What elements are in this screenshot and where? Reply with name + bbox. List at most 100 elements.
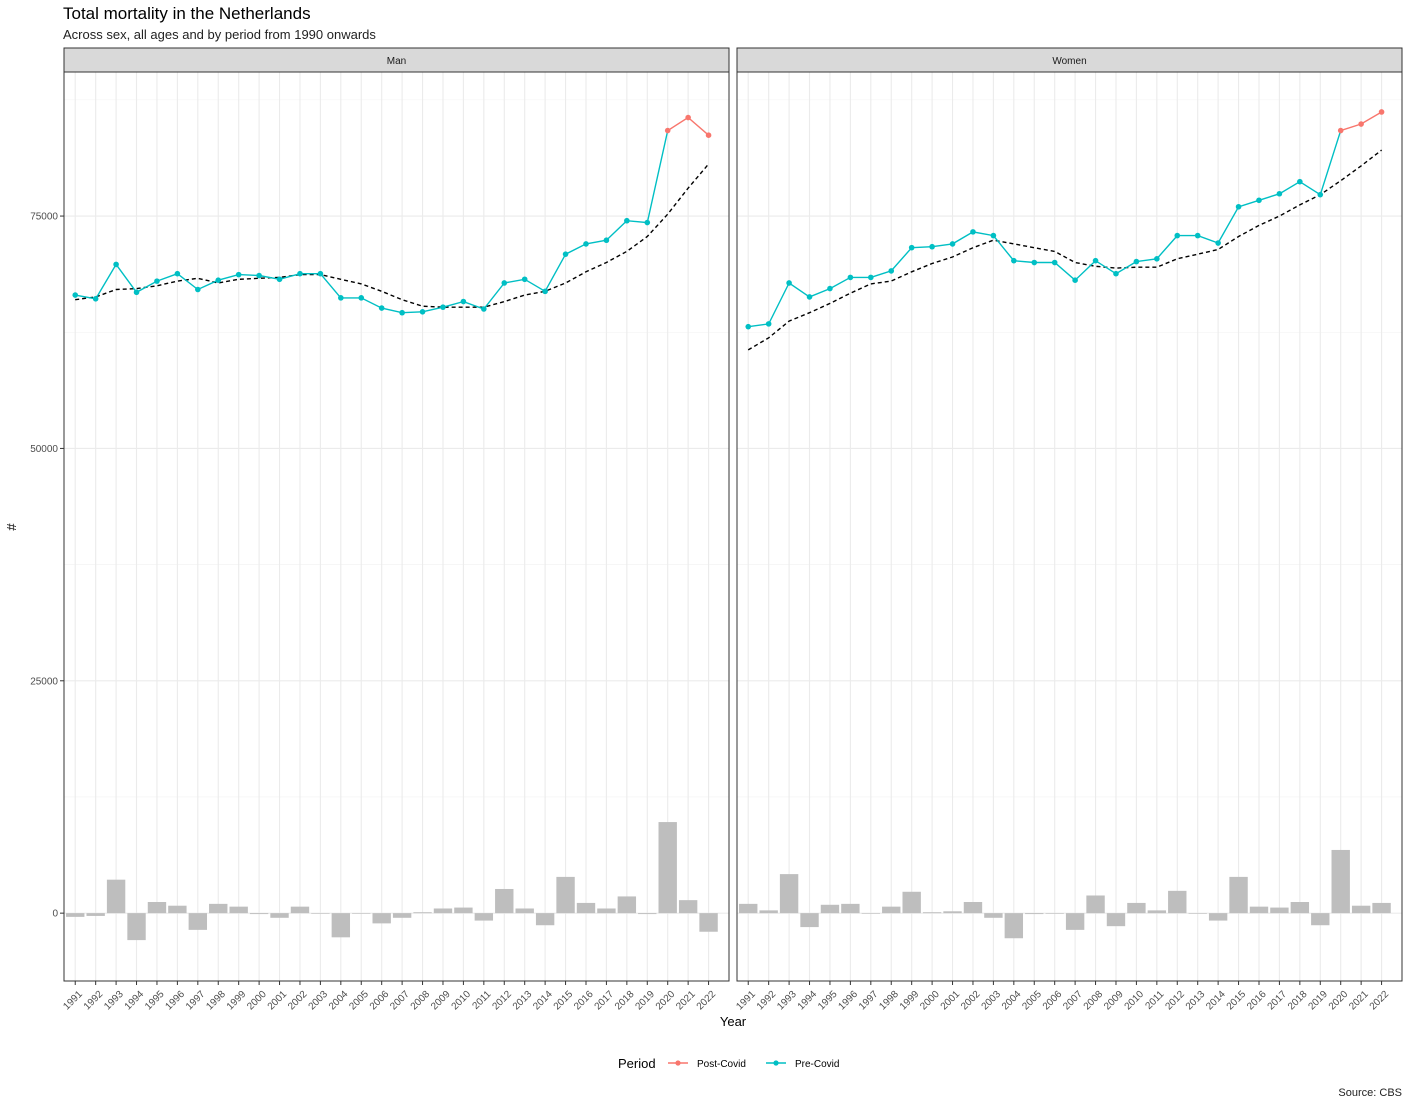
observed-point bbox=[990, 232, 997, 239]
x-tick-label: 1999 bbox=[225, 989, 249, 1013]
observed-point bbox=[92, 295, 99, 302]
x-tick-label: 2008 bbox=[1082, 989, 1106, 1013]
x-tick-label: 2005 bbox=[347, 989, 371, 1013]
observed-point bbox=[1378, 109, 1385, 115]
x-tick-label: 2005 bbox=[1020, 989, 1044, 1013]
observed-point bbox=[215, 277, 222, 283]
difference-bar bbox=[168, 905, 187, 914]
difference-bar bbox=[127, 913, 146, 941]
legend-key-post-covid bbox=[668, 1060, 688, 1066]
x-tick-label: 2014 bbox=[531, 989, 555, 1013]
x-tick-label: 1995 bbox=[143, 989, 167, 1013]
x-tick-label: 2006 bbox=[1041, 989, 1065, 1013]
legend-label-pre-covid: Pre-Covid bbox=[795, 1059, 839, 1070]
x-tick-label: 2016 bbox=[1245, 989, 1269, 1013]
observed-point bbox=[1215, 240, 1221, 246]
x-tick-label: 2000 bbox=[918, 989, 942, 1013]
x-tick-label: 2007 bbox=[1061, 989, 1085, 1013]
observed-point bbox=[1154, 256, 1160, 262]
difference-bar bbox=[413, 912, 432, 914]
observed-point bbox=[174, 270, 181, 277]
difference-bar bbox=[1249, 906, 1269, 914]
observed-point bbox=[1337, 127, 1344, 134]
x-tick-label: 2013 bbox=[1184, 989, 1208, 1013]
observed-point bbox=[1133, 258, 1140, 265]
observed-point bbox=[521, 276, 528, 283]
x-tick-label: 2020 bbox=[1327, 989, 1351, 1013]
difference-bar bbox=[1168, 890, 1187, 914]
x-tick-label: 2009 bbox=[429, 989, 453, 1013]
observed-point bbox=[664, 127, 671, 134]
difference-bar bbox=[1270, 907, 1289, 914]
x-tick-label: 2019 bbox=[633, 989, 657, 1013]
observed-point bbox=[154, 278, 160, 284]
observed-point bbox=[847, 274, 854, 281]
observed-point bbox=[338, 295, 344, 301]
legend: Period Post-Covid Pre-Covid bbox=[618, 1056, 839, 1071]
x-tick-label: 2012 bbox=[490, 989, 514, 1013]
observed-point bbox=[644, 219, 651, 226]
observed-point bbox=[501, 280, 508, 286]
legend-key-pre-covid bbox=[766, 1060, 786, 1066]
x-tick-label: 2018 bbox=[613, 989, 637, 1013]
difference-bar bbox=[311, 913, 330, 914]
difference-bar bbox=[1331, 849, 1350, 914]
difference-bar bbox=[229, 906, 248, 914]
difference-bar bbox=[392, 913, 412, 918]
x-axis-title: Year bbox=[720, 1014, 747, 1029]
observed-point bbox=[685, 114, 691, 121]
difference-bar bbox=[1065, 913, 1085, 930]
x-tick-label: 1992 bbox=[755, 989, 779, 1013]
x-tick-label: 2004 bbox=[327, 989, 351, 1013]
x-tick-label: 2006 bbox=[368, 989, 392, 1013]
difference-bar bbox=[1147, 910, 1167, 914]
x-tick-label: 2001 bbox=[939, 989, 963, 1013]
observed-point bbox=[297, 270, 303, 277]
difference-bar bbox=[1290, 901, 1310, 914]
observed-point bbox=[235, 271, 242, 278]
x-tick-label: 2004 bbox=[1000, 989, 1024, 1013]
observed-point bbox=[745, 323, 752, 330]
difference-bar bbox=[495, 888, 514, 914]
difference-bar bbox=[922, 912, 942, 914]
difference-bar bbox=[1351, 905, 1371, 914]
x-tick-label: 2019 bbox=[1306, 989, 1330, 1013]
observed-line-pre-covid bbox=[75, 130, 669, 314]
observed-point bbox=[705, 132, 712, 139]
difference-bar bbox=[820, 904, 840, 914]
observed-point bbox=[440, 304, 446, 310]
x-tick-label: 2010 bbox=[1123, 989, 1147, 1013]
x-tick-label: 2011 bbox=[1143, 989, 1166, 1012]
difference-bar bbox=[106, 879, 126, 914]
x-tick-label: 1994 bbox=[796, 989, 820, 1013]
difference-bar bbox=[474, 913, 494, 921]
expected-trend-line bbox=[747, 149, 1383, 351]
observed-point bbox=[195, 286, 201, 293]
difference-bar bbox=[984, 913, 1003, 918]
x-tick-label: 1999 bbox=[898, 989, 922, 1013]
observed-point bbox=[806, 294, 813, 300]
observed-point bbox=[1194, 232, 1201, 239]
observed-point bbox=[908, 244, 915, 251]
x-tick-label: 2011 bbox=[470, 989, 493, 1012]
observed-point bbox=[949, 241, 956, 247]
difference-bar bbox=[86, 913, 105, 916]
x-tick-label: 2020 bbox=[654, 989, 678, 1013]
x-tick-label: 1996 bbox=[164, 989, 188, 1013]
panel-border bbox=[736, 71, 1403, 982]
observed-point bbox=[1174, 232, 1181, 239]
chart-title: Total mortality in the Netherlands bbox=[63, 4, 311, 23]
x-tick-label: 2015 bbox=[552, 989, 576, 1013]
y-tick-label: 50000 bbox=[30, 444, 58, 455]
difference-bar bbox=[1229, 876, 1248, 914]
facet-strip-label: Women bbox=[1052, 56, 1086, 67]
observed-point bbox=[1256, 197, 1262, 204]
x-tick-label: 1994 bbox=[123, 989, 147, 1013]
x-tick-label: 2007 bbox=[388, 989, 412, 1013]
observed-point bbox=[827, 285, 833, 292]
difference-bar bbox=[1372, 902, 1391, 914]
x-tick-label: 1995 bbox=[816, 989, 840, 1013]
difference-bar bbox=[147, 901, 167, 914]
difference-bar bbox=[617, 896, 637, 914]
difference-bar bbox=[515, 908, 534, 914]
